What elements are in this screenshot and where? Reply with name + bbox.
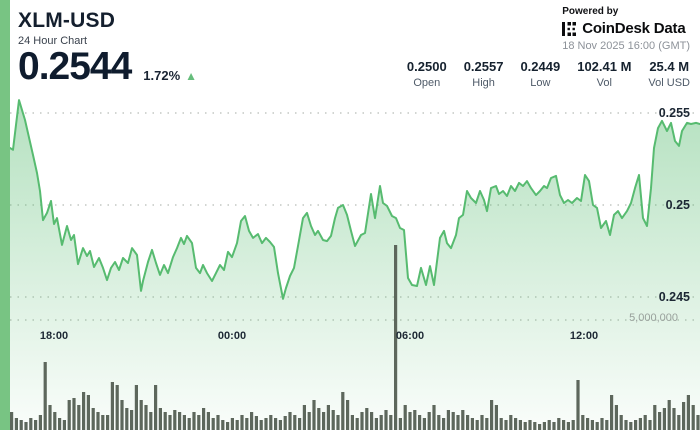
y-axis-tick-025: 0.25 [665, 198, 690, 212]
stat-vol: 102.41 M Vol [577, 59, 631, 89]
x-axis-tick-1200: 12:00 [569, 330, 599, 342]
branding-block: Powered by CoinDesk Data 18 Nov 2025 16:… [562, 6, 690, 52]
up-triangle-icon: ▲ [185, 68, 198, 83]
current-price: 0.2544 [18, 45, 132, 88]
price-row: 0.2544 1.72% ▲ [18, 47, 197, 86]
stat-open: 0.2500 Open [407, 59, 447, 89]
stat-open-value: 0.2500 [406, 59, 447, 74]
coindesk-logo-icon [562, 21, 577, 36]
timestamp: 18 Nov 2025 16:00 (GMT) [562, 40, 690, 52]
stat-open-label: Open [413, 77, 441, 89]
change-percent: 1.72% [143, 68, 181, 83]
coindesk-link[interactable]: CoinDesk Data [562, 20, 690, 37]
stat-high-value: 0.2557 [463, 59, 504, 74]
volume-axis-tick: 5,000,000 [629, 312, 678, 324]
stat-low: 0.2449 Low [520, 59, 560, 89]
stat-vol-usd-label: Vol USD [648, 77, 690, 89]
coindesk-brand-label: CoinDesk Data [582, 20, 686, 37]
chart-subtitle: 24 Hour Chart [18, 35, 88, 47]
stat-high-label: High [472, 77, 495, 89]
stat-vol-usd: 25.4 M Vol USD [648, 59, 690, 89]
x-axis-tick-1800: 18:00 [39, 330, 69, 342]
stats-row: 0.2500 Open 0.2557 High 0.2449 Low 102.4… [407, 59, 690, 89]
stat-low-label: Low [530, 77, 551, 89]
powered-by-label: Powered by [562, 6, 619, 17]
x-axis-tick-0000: 00:00 [217, 330, 247, 342]
y-axis-tick-0245: 0.245 [658, 290, 690, 304]
y-axis-tick-0255: 0.255 [658, 106, 690, 120]
stat-vol-usd-value: 25.4 M [649, 59, 690, 74]
stat-vol-value: 102.41 M [577, 59, 632, 74]
header: XLM-USD 24 Hour Chart [18, 9, 115, 47]
stat-vol-label: Vol [596, 77, 612, 89]
price-change: 1.72% ▲ [143, 68, 197, 83]
stat-low-value: 0.2449 [520, 59, 561, 74]
page-title: XLM-USD [18, 9, 116, 32]
stat-high: 0.2557 High [464, 59, 504, 89]
x-axis-tick-0600: 06:00 [395, 330, 425, 342]
